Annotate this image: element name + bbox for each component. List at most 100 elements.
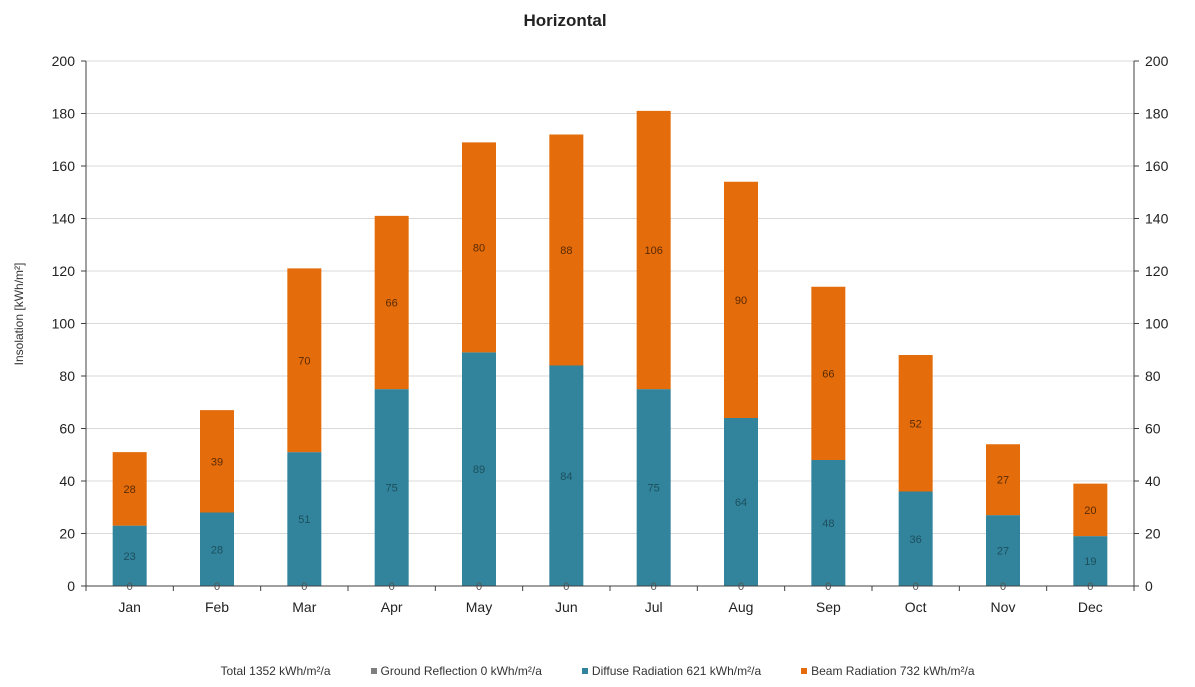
data-label-beam-jun: 88: [560, 245, 572, 257]
legend-item-ground: Ground Reflection 0 kWh/m²/a: [370, 664, 542, 678]
chart-svg: Horizontal Insolation [kWh/m²] 0 23 28 0 28 3…: [12, 11, 1169, 615]
data-label-diffuse-oct: 36: [910, 534, 922, 546]
legend-swatch-beam: [801, 668, 808, 674]
data-label-beam-dec: 20: [1084, 505, 1096, 517]
data-label-diffuse-mar: 51: [298, 514, 310, 526]
y-tick-label-right: 80: [1145, 368, 1161, 384]
y-tick-label-left: 40: [59, 473, 75, 489]
y-tick-label-right: 40: [1145, 473, 1161, 489]
y-tick-label-left: 0: [67, 578, 75, 594]
x-tick-label-jan: Jan: [118, 599, 141, 615]
data-label-diffuse-jan: 23: [124, 551, 136, 563]
data-label-diffuse-feb: 28: [211, 544, 223, 556]
legend-swatch-ground: [370, 668, 377, 674]
bar-beam-apr: [374, 215, 409, 390]
x-tick-label-jul: Jul: [645, 599, 663, 615]
legend-swatch-diffuse: [581, 668, 588, 674]
y-tick-label-right: 100: [1145, 316, 1169, 332]
data-label-ground-apr: 0: [389, 581, 395, 593]
bar-diffuse-mar: [287, 452, 322, 586]
data-label-beam-feb: 39: [211, 456, 223, 468]
bar-beam-jun: [549, 134, 584, 366]
x-tick-label-oct: Oct: [905, 599, 927, 615]
data-label-diffuse-sep: 48: [822, 518, 834, 530]
data-label-diffuse-aug: 64: [735, 497, 747, 509]
x-tick-label-aug: Aug: [729, 599, 754, 615]
x-tick-label-dec: Dec: [1078, 599, 1103, 615]
y-tick-label-right: 180: [1145, 106, 1169, 122]
data-label-ground-oct: 0: [913, 581, 919, 593]
y-tick-label-right: 200: [1145, 53, 1169, 69]
grid-lines: [86, 60, 1134, 534]
data-label-ground-nov: 0: [1000, 581, 1006, 593]
data-label-beam-mar: 70: [298, 355, 310, 367]
bar-beam-feb: [200, 410, 234, 513]
data-label-diffuse-dec: 19: [1084, 556, 1096, 568]
data-label-beam-apr: 66: [386, 298, 398, 310]
bar-diffuse-may: [462, 352, 496, 586]
data-label-beam-nov: 27: [997, 475, 1009, 487]
y-tick-label-left: 140: [52, 211, 76, 227]
data-label-ground-jan: 0: [127, 581, 133, 593]
legend: Total 1352 kWh/m²/a Ground Reflection 0 …: [0, 664, 1195, 678]
y-tick-label-left: 120: [52, 263, 76, 279]
bar-beam-mar: [287, 268, 322, 453]
data-label-diffuse-jun: 84: [560, 471, 572, 483]
data-label-ground-mar: 0: [301, 581, 307, 593]
data-label-beam-sep: 66: [822, 368, 834, 380]
bar-diffuse-nov: [986, 515, 1020, 586]
legend-item-diffuse: Diffuse Radiation 621 kWh/m²/a: [581, 664, 762, 678]
bar-diffuse-dec: [1073, 536, 1108, 586]
bar-diffuse-jan: [112, 525, 147, 586]
data-labels-group: 0 23 28 0 28 39 0 51 70 0 75 66 0 89 80 0 84 88 0 75 106 0 64 9…: [124, 242, 1097, 593]
data-label-ground-jun: 0: [563, 581, 569, 593]
data-label-diffuse-nov: 27: [997, 546, 1009, 558]
y-tick-label-right: 140: [1145, 211, 1169, 227]
chart-title: Horizontal: [523, 11, 606, 30]
x-tick-label-may: May: [466, 599, 492, 615]
x-tick-label-sep: Sep: [816, 599, 841, 615]
legend-label-ground: Ground Reflection 0 kWh/m²/a: [380, 664, 542, 678]
y-tick-label-left: 80: [59, 368, 75, 384]
y-tick-label-left: 100: [52, 316, 76, 332]
x-tick-label-nov: Nov: [991, 599, 1016, 615]
bar-beam-oct: [898, 355, 933, 492]
y-tick-label-left: 60: [59, 421, 75, 437]
x-tick-label-apr: Apr: [381, 599, 403, 615]
y-tick-label-right: 20: [1145, 526, 1161, 542]
bar-diffuse-oct: [898, 491, 933, 586]
bar-beam-nov: [986, 444, 1020, 516]
bar-beam-sep: [811, 286, 846, 460]
data-label-diffuse-may: 89: [473, 464, 485, 476]
bar-beam-aug: [724, 181, 758, 418]
data-label-beam-aug: 90: [735, 295, 747, 307]
bar-diffuse-sep: [811, 460, 846, 586]
legend-item-beam: Beam Radiation 732 kWh/m²/a: [801, 664, 975, 678]
data-label-beam-may: 80: [473, 242, 485, 254]
bar-diffuse-apr: [374, 389, 409, 586]
data-label-beam-oct: 52: [910, 418, 922, 430]
bar-diffuse-feb: [200, 512, 234, 586]
legend-total: Total 1352 kWh/m²/a: [220, 664, 330, 678]
x-tick-label-mar: Mar: [292, 599, 316, 615]
data-label-ground-dec: 0: [1087, 581, 1093, 593]
x-tick-label-jun: Jun: [555, 599, 578, 615]
bar-beam-jan: [112, 452, 147, 526]
bars-group: [112, 110, 1108, 586]
legend-total-label: Total 1352 kWh/m²/a: [220, 664, 331, 678]
y-tick-label-left: 20: [59, 526, 75, 542]
bar-beam-jul: [636, 110, 671, 390]
bar-diffuse-aug: [724, 418, 758, 586]
y-tick-label-right: 120: [1145, 263, 1169, 279]
y-tick-label-left: 160: [52, 158, 76, 174]
data-label-beam-jan: 28: [124, 484, 136, 496]
bar-beam-dec: [1073, 483, 1108, 537]
data-label-beam-jul: 106: [644, 245, 662, 257]
bar-diffuse-jul: [636, 389, 671, 586]
legend-label-diffuse: Diffuse Radiation 621 kWh/m²/a: [591, 664, 762, 678]
data-label-ground-feb: 0: [214, 581, 220, 593]
data-label-ground-may: 0: [476, 581, 482, 593]
axes-group: 0 0 20 20 40 40 60 60 80 80 100 100 120 120 140 140 160 1…: [52, 53, 1169, 615]
y-axis-label: Insolation [kWh/m²]: [12, 263, 26, 366]
